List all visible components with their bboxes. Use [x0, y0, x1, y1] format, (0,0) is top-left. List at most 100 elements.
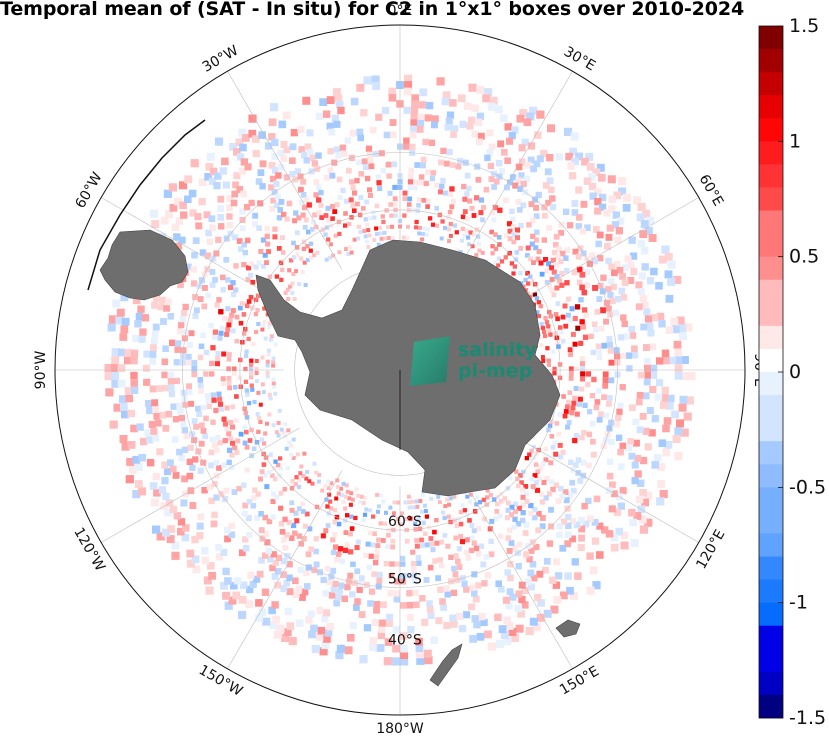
- anomaly-cell: [270, 498, 276, 504]
- anomaly-cell: [555, 316, 560, 322]
- anomaly-cell: [641, 498, 649, 507]
- anomaly-cell: [474, 253, 479, 258]
- anomaly-cell: [560, 518, 568, 525]
- anomaly-cell: [568, 172, 577, 180]
- colorbar-step: [759, 648, 783, 673]
- anomaly-cell: [288, 284, 293, 289]
- anomaly-cell: [149, 351, 157, 358]
- anomaly-cell: [297, 126, 305, 134]
- anomaly-cell: [277, 408, 282, 413]
- anomaly-cell: [326, 96, 335, 104]
- anomaly-cell: [670, 317, 679, 326]
- anomaly-cell: [177, 281, 184, 289]
- anomaly-cell: [391, 161, 398, 168]
- anomaly-cell: [353, 515, 358, 521]
- anomaly-cell: [279, 529, 286, 535]
- anomaly-cell: [186, 342, 193, 348]
- anomaly-cell: [256, 390, 261, 395]
- anomaly-cell: [359, 655, 368, 664]
- anomaly-cell: [350, 497, 355, 502]
- anomaly-cell: [313, 224, 319, 230]
- anomaly-cell: [354, 487, 359, 492]
- anomaly-cell: [163, 189, 172, 198]
- anomaly-cell: [579, 356, 585, 362]
- anomaly-cell: [120, 293, 129, 302]
- anomaly-cell: [252, 487, 258, 493]
- anomaly-cell: [552, 371, 557, 376]
- anomaly-cell: [518, 246, 524, 251]
- anomaly-cell: [361, 206, 366, 211]
- anomaly-cell: [589, 421, 596, 427]
- anomaly-cell: [511, 231, 517, 237]
- anomaly-cell: [130, 371, 138, 380]
- anomaly-cell: [492, 204, 498, 211]
- anomaly-cell: [390, 544, 396, 550]
- anomaly-cell: [181, 427, 188, 434]
- anomaly-cell: [453, 553, 459, 559]
- anomaly-cell: [256, 415, 262, 421]
- anomaly-cell: [187, 444, 194, 451]
- anomaly-cell: [551, 269, 557, 275]
- anomaly-cell: [301, 588, 309, 596]
- anomaly-cell: [261, 323, 266, 328]
- anomaly-cell: [371, 75, 380, 84]
- anomaly-cell: [650, 371, 658, 379]
- anomaly-cell: [313, 179, 320, 185]
- anomaly-cell: [512, 516, 518, 522]
- anomaly-cell: [414, 162, 421, 168]
- anomaly-cell: [196, 411, 202, 418]
- anomaly-cell: [347, 572, 354, 579]
- anomaly-cell: [542, 566, 549, 574]
- anomaly-cell: [549, 576, 557, 584]
- anomaly-cell: [189, 209, 197, 217]
- anomaly-cell: [376, 504, 381, 509]
- anomaly-cell: [585, 497, 592, 505]
- anomaly-cell: [556, 278, 562, 284]
- anomaly-cell: [369, 126, 377, 134]
- anomaly-cell: [568, 459, 574, 465]
- anomaly-cell: [227, 352, 232, 357]
- anomaly-cell: [613, 191, 622, 200]
- anomaly-cell: [432, 558, 438, 564]
- anomaly-cell: [298, 541, 304, 547]
- anomaly-cell: [438, 562, 445, 569]
- anomaly-cell: [111, 379, 120, 388]
- anomaly-cell: [259, 469, 265, 475]
- anomaly-cell: [223, 487, 230, 494]
- anomaly-cell: [218, 309, 224, 315]
- anomaly-cell: [680, 356, 689, 365]
- anomaly-cell: [484, 572, 492, 579]
- anomaly-cell: [319, 647, 328, 656]
- anomaly-cell: [410, 106, 419, 115]
- anomaly-cell: [674, 371, 683, 380]
- anomaly-cell: [244, 303, 250, 309]
- anomaly-cell: [446, 227, 452, 232]
- anomaly-cell: [251, 135, 260, 143]
- anomaly-cell: [194, 307, 200, 314]
- anomaly-cell: [443, 585, 450, 592]
- anomaly-cell: [523, 277, 528, 283]
- anomaly-cell: [540, 515, 546, 521]
- svg-text:pi-mep: pi-mep: [458, 360, 532, 382]
- anomaly-cell: [282, 486, 288, 492]
- anomaly-cell: [171, 551, 180, 560]
- anomaly-cell: [448, 221, 453, 227]
- anomaly-cell: [619, 352, 627, 360]
- anomaly-cell: [242, 544, 250, 552]
- anomaly-cell: [224, 426, 230, 432]
- anomaly-cell: [354, 598, 361, 605]
- anomaly-cell: [334, 94, 343, 103]
- anomaly-cell: [274, 274, 279, 279]
- anomaly-cell: [175, 217, 184, 225]
- anomaly-cell: [456, 613, 464, 621]
- anomaly-cell: [630, 268, 638, 276]
- anomaly-cell: [257, 169, 265, 177]
- anomaly-cell: [650, 267, 658, 276]
- anomaly-cell: [548, 186, 555, 193]
- anomaly-cell: [680, 428, 689, 437]
- anomaly-cell: [638, 371, 645, 379]
- anomaly-cell: [241, 510, 248, 517]
- anomaly-cell: [248, 261, 254, 267]
- anomaly-cell: [221, 157, 229, 166]
- anomaly-cell: [439, 598, 446, 605]
